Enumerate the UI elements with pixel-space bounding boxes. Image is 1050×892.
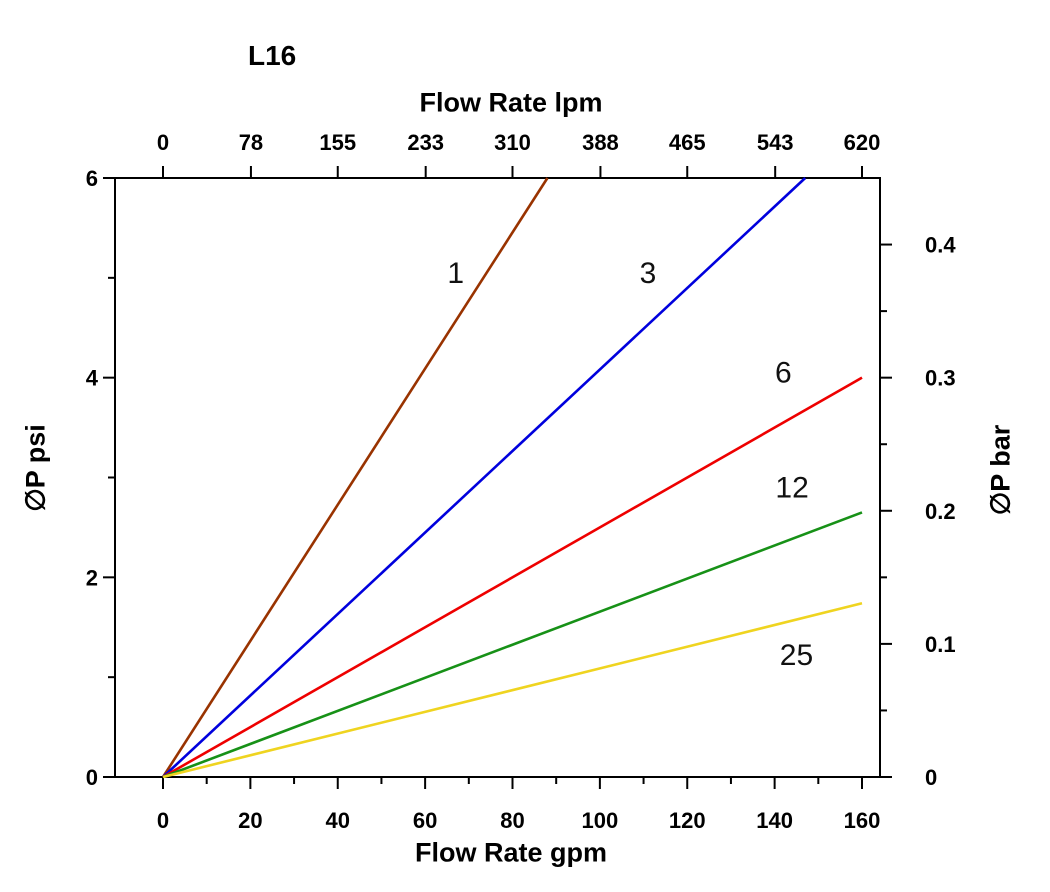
bottom-tick-label: 40 [326,808,350,833]
bottom-tick-label: 0 [157,808,169,833]
top-tick-label: 233 [407,130,444,155]
bottom-tick-label: 120 [669,808,706,833]
right-tick-label: 0.4 [925,233,956,258]
right-tick-label: 0.2 [925,499,956,524]
top-tick-label: 0 [157,130,169,155]
left-tick-label: 2 [86,565,98,590]
right-tick-label: 0 [925,765,937,790]
series-line-12 [162,511,863,779]
left-tick-label: 0 [86,765,98,790]
series-label-25: 25 [780,639,813,672]
series-label-12: 12 [775,471,808,504]
right-axis-title: ∅P bar [985,424,1016,516]
bottom-tick-label: 140 [756,808,793,833]
series-label-1: 1 [447,257,464,290]
chart-title: L16 [248,40,297,71]
series-label-3: 3 [640,257,657,290]
series-line-3 [162,177,807,778]
top-tick-label: 543 [757,130,794,155]
left-axis-title: ∅P psi [20,424,51,512]
bottom-tick-label: 80 [500,808,524,833]
top-tick-label: 465 [669,130,706,155]
bottom-tick-label: 100 [582,808,619,833]
series-line-25 [162,602,863,779]
right-tick-label: 0.3 [925,366,956,391]
top-axis-title: Flow Rate lpm [419,87,603,118]
series-label-6: 6 [775,357,792,390]
top-tick-label: 78 [239,130,263,155]
top-tick-label: 388 [582,130,619,155]
bottom-tick-label: 60 [413,808,437,833]
top-tick-label: 310 [494,130,531,155]
left-tick-label: 4 [86,366,99,391]
left-tick-label: 6 [86,166,98,191]
top-tick-label: 155 [319,130,356,155]
series-line-1 [161,177,549,778]
top-tick-label: 620 [844,130,881,155]
plot-frame [114,177,881,778]
right-tick-label: 0.1 [925,632,956,657]
bottom-tick-label: 20 [238,808,262,833]
bottom-axis-title: Flow Rate gpm [414,837,608,868]
bottom-tick-label: 160 [844,808,881,833]
series-line-6 [162,376,863,779]
